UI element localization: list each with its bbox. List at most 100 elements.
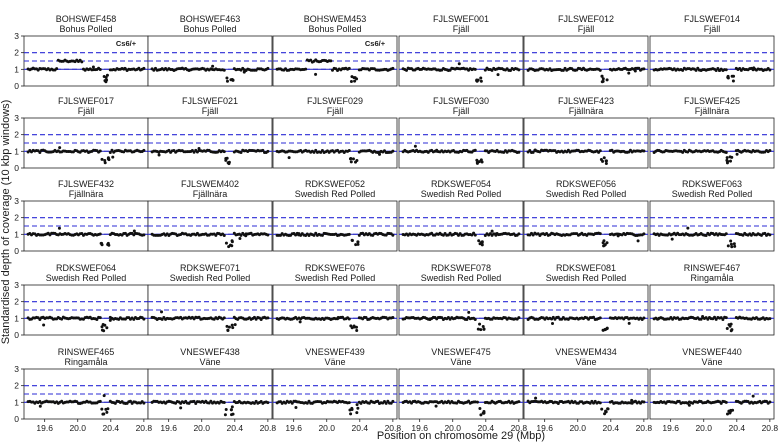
- data-point: [694, 68, 698, 72]
- data-point: [225, 79, 229, 83]
- y-tick-label: 0: [14, 163, 19, 173]
- data-point: [225, 76, 229, 80]
- data-point: [347, 66, 351, 70]
- data-point: [480, 240, 484, 244]
- data-point: [367, 401, 371, 405]
- data-point: [616, 234, 620, 238]
- data-point: [517, 68, 521, 72]
- data-point: [312, 233, 316, 237]
- data-point: [717, 68, 721, 72]
- data-point: [42, 323, 46, 327]
- data-point: [768, 233, 772, 237]
- data-point: [160, 317, 164, 321]
- panel-sample-id: VNESWEM434: [555, 347, 617, 357]
- x-tick-label: 20.4: [729, 423, 746, 433]
- data-point: [320, 233, 324, 237]
- data-point: [98, 316, 102, 320]
- panel-annotation: Cs6/+: [116, 39, 137, 48]
- data-point: [329, 59, 333, 63]
- data-point: [725, 161, 729, 165]
- panel-breed-label: Swedish Red Polled: [295, 189, 376, 199]
- data-point: [231, 326, 235, 330]
- data-point: [637, 66, 641, 70]
- panel-sample-id: RDKSWEF076: [305, 263, 365, 273]
- data-point: [80, 231, 84, 235]
- panel-sample-id: FJLSWEF425: [684, 96, 740, 106]
- data-point: [347, 149, 351, 153]
- panel-sample-id: FJLSWEF017: [58, 96, 114, 106]
- data-point: [226, 328, 230, 332]
- data-point: [598, 401, 602, 405]
- panel-sample-id: RDKSWEF078: [431, 263, 491, 273]
- data-point: [378, 152, 382, 156]
- data-point: [347, 401, 351, 405]
- data-point: [465, 317, 469, 321]
- panel-sample-id: RDKSWEF052: [305, 179, 365, 189]
- data-point: [162, 315, 166, 319]
- data-point: [102, 74, 106, 78]
- data-point: [600, 407, 604, 411]
- data-point: [336, 316, 340, 320]
- data-point: [517, 400, 521, 404]
- data-point: [561, 68, 565, 72]
- data-point: [58, 146, 62, 150]
- data-point: [292, 232, 296, 236]
- data-point: [472, 231, 476, 235]
- panel-breed-label: Fjällnära: [69, 189, 104, 199]
- data-point: [725, 412, 729, 416]
- data-point: [477, 239, 481, 243]
- data-point: [636, 239, 640, 243]
- x-tick-label: 19.6: [536, 423, 553, 433]
- data-point: [724, 150, 728, 154]
- data-point: [475, 400, 479, 404]
- y-tick-label: 3: [14, 364, 19, 374]
- data-point: [481, 325, 485, 329]
- data-point: [356, 242, 360, 246]
- data-point: [768, 68, 772, 72]
- panel-breed-label: Swedish Red Polled: [46, 273, 127, 283]
- data-point: [309, 58, 313, 62]
- data-point: [314, 231, 318, 235]
- panel-breed-label: Fjäll: [453, 106, 470, 116]
- data-point: [724, 400, 728, 404]
- data-point: [603, 412, 607, 416]
- data-point: [223, 413, 227, 417]
- panel-sample-id: VNESWEF440: [682, 347, 742, 357]
- data-point: [100, 157, 104, 161]
- data-point: [475, 161, 479, 165]
- panel-breed-label: Väne: [450, 357, 471, 367]
- data-point: [533, 148, 537, 152]
- data-point: [128, 399, 132, 403]
- data-point: [376, 399, 380, 403]
- data-point: [356, 240, 360, 244]
- y-tick-label: 2: [14, 213, 19, 223]
- x-tick-label: 19.6: [36, 423, 53, 433]
- x-tick-label: 20.8: [136, 423, 153, 433]
- data-point: [354, 160, 358, 164]
- x-tick-label: 20.8: [511, 423, 528, 433]
- panel-breed-label: Bohus Polled: [59, 24, 112, 34]
- panel-breed-label: Swedish Red Polled: [546, 189, 627, 199]
- y-tick-label: 1: [14, 146, 19, 156]
- data-point: [528, 149, 532, 153]
- data-point: [728, 159, 732, 163]
- data-point: [391, 233, 395, 237]
- data-point: [57, 226, 61, 230]
- data-point: [480, 243, 484, 247]
- data-point: [230, 405, 234, 409]
- data-point: [290, 401, 294, 405]
- data-point: [598, 316, 602, 320]
- data-point: [224, 241, 228, 245]
- data-point: [551, 321, 555, 325]
- panel-breed-label: Fjäll: [453, 24, 470, 34]
- data-point: [349, 157, 353, 161]
- data-point: [642, 149, 646, 153]
- data-point: [142, 148, 146, 152]
- data-point: [222, 400, 226, 404]
- data-point: [478, 242, 482, 246]
